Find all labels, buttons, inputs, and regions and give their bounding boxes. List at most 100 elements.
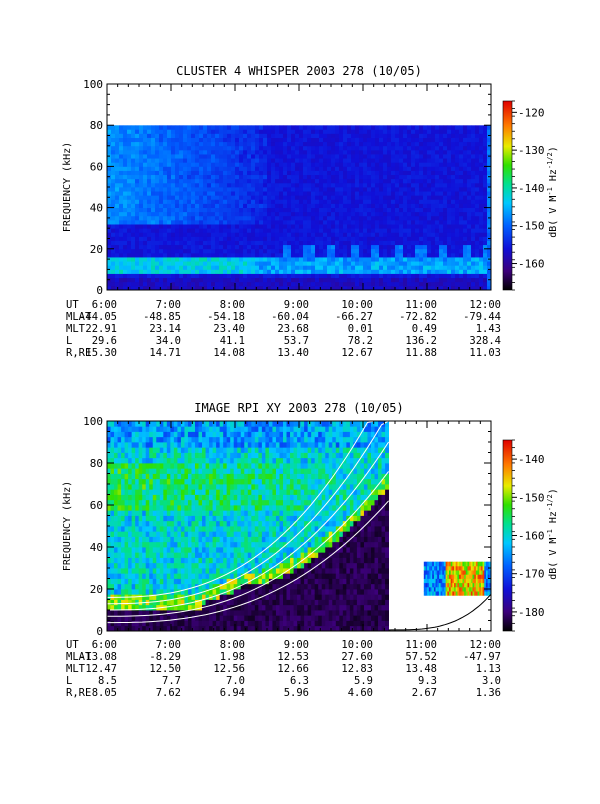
spectrogram-cell: [181, 516, 185, 522]
spectrogram-cell: [127, 265, 131, 270]
spectrogram-cell: [160, 579, 164, 585]
spectrogram-cell: [199, 203, 203, 208]
spectrogram-cell: [219, 282, 223, 287]
spectrogram-cell: [387, 203, 391, 208]
spectrogram-cell: [419, 179, 423, 184]
spectrogram-cell: [407, 171, 411, 176]
spectrogram-cell: [114, 537, 118, 543]
spectrogram-cell: [415, 261, 419, 266]
spectrogram-cell: [483, 175, 487, 180]
spectrogram-cell: [167, 510, 171, 516]
spectrogram-cell: [111, 426, 115, 432]
spectrogram-cell: [279, 191, 283, 196]
spectrogram-cell: [443, 269, 447, 274]
spectrogram-cell: [111, 526, 115, 532]
spectrogram-cell: [299, 220, 303, 225]
spectrogram-cell: [179, 232, 183, 237]
spectrogram-cell: [149, 505, 153, 511]
spectrogram-cell: [163, 484, 167, 490]
spectrogram-cell: [170, 516, 174, 522]
spectrogram-cell: [455, 228, 459, 233]
spectrogram-cell: [114, 442, 118, 448]
spectrogram-cell: [128, 610, 132, 616]
spectrogram-cell: [170, 442, 174, 448]
spectrogram-cell: [135, 216, 139, 221]
spectrogram-cell: [135, 474, 139, 480]
spectrogram-cell: [275, 142, 279, 147]
spectrogram-cell: [323, 162, 327, 167]
spectrogram-cell: [323, 224, 327, 229]
spectrogram-cell: [235, 212, 239, 217]
spectrogram-cell: [139, 179, 143, 184]
spectrogram-cell: [363, 171, 367, 176]
spectrogram-cell: [275, 257, 279, 262]
spectrogram-cell: [391, 199, 395, 204]
spectrogram-cell: [323, 175, 327, 180]
spectrogram-cell: [153, 489, 157, 495]
spectrogram-cell: [351, 171, 355, 176]
spectrogram-image: [107, 84, 491, 290]
spectrogram-cell: [235, 236, 239, 241]
ephemeris-value: 34.0: [156, 335, 181, 347]
spectrogram-cell: [455, 183, 459, 188]
spectrogram-cell: [135, 278, 139, 283]
spectrogram-cell: [391, 265, 395, 270]
spectrogram-cell: [255, 265, 259, 270]
spectrogram-cell: [435, 133, 439, 138]
spectrogram-cell: [107, 463, 111, 469]
spectrogram-cell: [177, 421, 181, 427]
spectrogram-cell: [127, 269, 131, 274]
spectrogram-cell: [177, 610, 181, 616]
spectrogram-cell: [279, 125, 283, 130]
spectrogram-cell: [479, 138, 483, 143]
spectrogram-cell: [363, 220, 367, 225]
spectrogram-cell: [167, 154, 171, 159]
spectrogram-cell: [151, 245, 155, 250]
spectrogram-cell: [275, 261, 279, 266]
spectrogram-cell: [339, 274, 343, 279]
spectrogram-cell: [467, 269, 471, 274]
spectrogram-cell: [295, 224, 299, 229]
spectrogram-cell: [163, 269, 167, 274]
spectrogram-cell: [203, 220, 207, 225]
spectrogram-cell: [391, 125, 395, 130]
spectrogram-cell: [149, 573, 153, 579]
spectrogram-cell: [327, 195, 331, 200]
ephemeris-value: 136.2: [405, 335, 437, 347]
spectrogram-cell: [160, 537, 164, 543]
spectrogram-cell: [177, 495, 181, 501]
spectrogram-cell: [307, 162, 311, 167]
ephemeris-value: 23.40: [213, 323, 245, 335]
spectrogram-cell: [479, 236, 483, 241]
spectrogram-cell: [177, 463, 181, 469]
spectrogram-cell: [371, 158, 375, 163]
spectrogram-cell: [119, 129, 123, 134]
spectrogram-cell: [271, 183, 275, 188]
spectrogram-cell: [235, 220, 239, 225]
spectrogram-cell: [235, 183, 239, 188]
spectrogram-cell: [118, 474, 122, 480]
spectrogram-cell: [235, 179, 239, 184]
spectrogram-cell: [160, 489, 164, 495]
spectrogram-cell: [355, 179, 359, 184]
spectrogram-cell: [439, 208, 443, 213]
spectrogram-cell: [135, 589, 139, 595]
spectrogram-cell: [295, 129, 299, 134]
spectrogram-cell: [323, 265, 327, 270]
spectrogram-cell: [243, 269, 247, 274]
spectrogram-cell: [299, 191, 303, 196]
spectrogram-cell: [211, 261, 215, 266]
spectrogram-cell: [114, 437, 118, 443]
spectrogram-cell: [227, 253, 231, 258]
spectrogram-cell: [191, 146, 195, 151]
spectrogram-cell: [191, 133, 195, 138]
spectrogram-cell: [223, 274, 227, 279]
spectrogram-cell: [170, 453, 174, 459]
spectrogram-cell: [379, 224, 383, 229]
spectrogram-cell: [239, 257, 243, 262]
spectrogram-cell: [399, 146, 403, 151]
spectrogram-cell: [423, 269, 427, 274]
spectrogram-cell: [151, 232, 155, 237]
spectrogram-cell: [191, 216, 195, 221]
spectrogram-cell: [403, 253, 407, 258]
